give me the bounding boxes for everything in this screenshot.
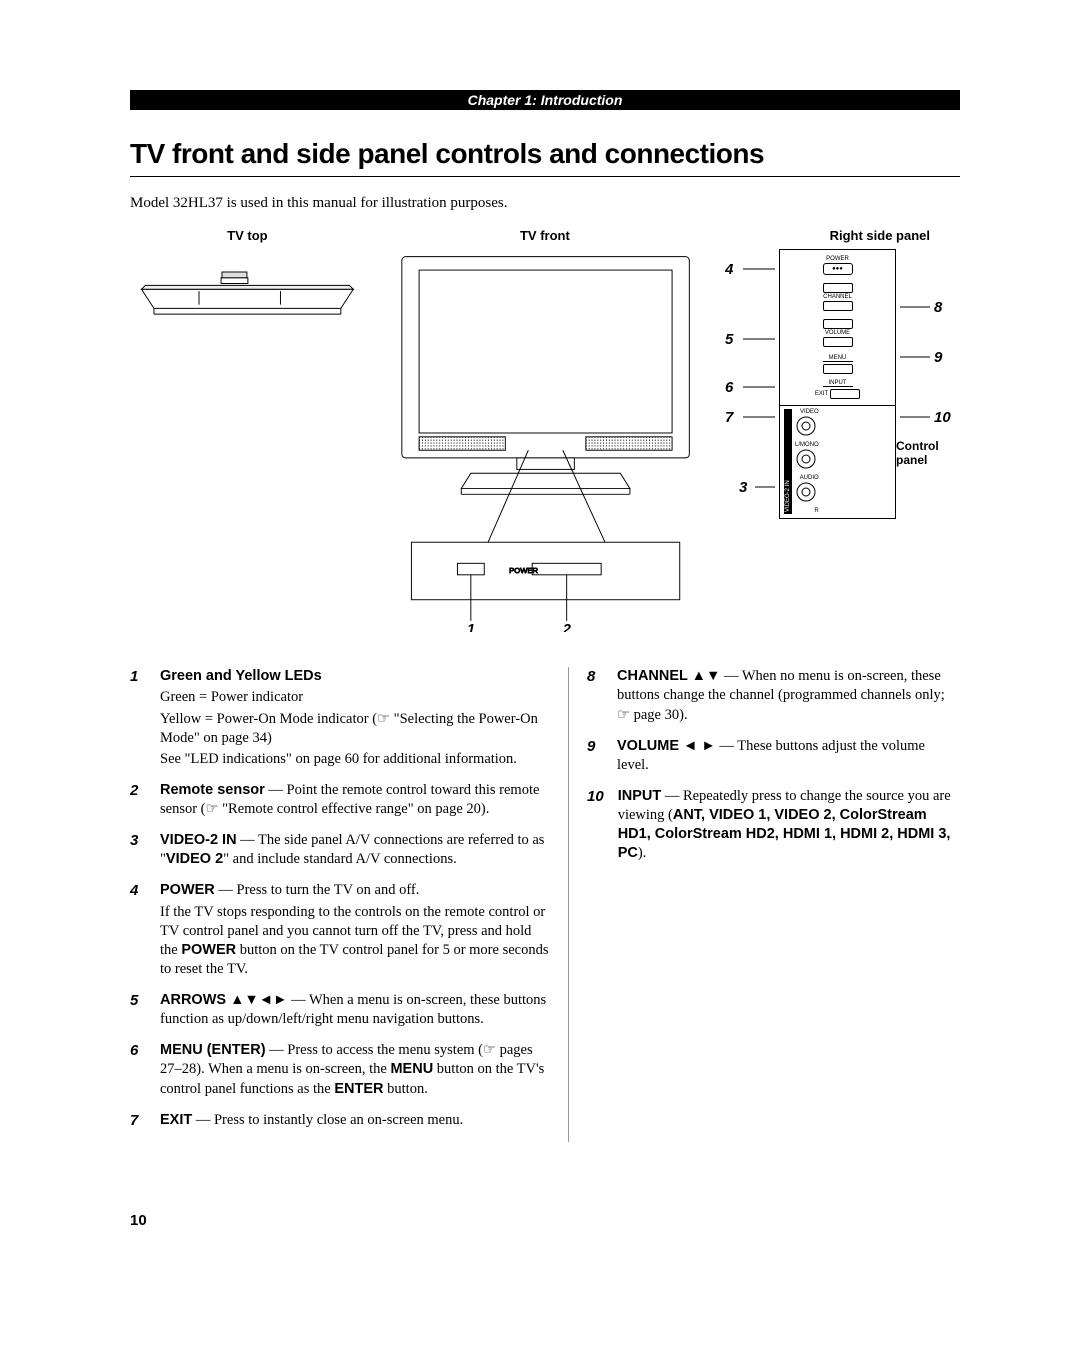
item-title: CHANNEL ▲▼ — [617, 668, 720, 684]
item-title: Green and Yellow LEDs — [160, 668, 322, 684]
volume-btn-label: VOLUME — [784, 330, 891, 336]
item-4: 4 POWER — Press to turn the TV on and of… — [130, 881, 550, 979]
callout-3: 3 — [739, 479, 748, 496]
jack-r-label: R — [795, 508, 819, 514]
item-num: 7 — [130, 1111, 146, 1131]
input-btn-label: INPUT — [823, 380, 853, 387]
power-label-text: POWER — [509, 566, 538, 575]
callout-4: 4 — [725, 261, 734, 278]
item-num: 10 — [587, 787, 604, 864]
menu-btn-label: MENU — [823, 355, 853, 362]
callout-5: 5 — [725, 331, 734, 348]
diagram-row: TV top TV front — [130, 228, 960, 637]
tv-front-column: TV front — [375, 228, 715, 637]
tv-top-column: TV top — [130, 228, 365, 379]
callout-1: 1 — [467, 622, 475, 632]
item-num: 4 — [130, 881, 146, 979]
item-1: 1 Green and Yellow LEDs Green = Power in… — [130, 667, 550, 769]
item-title: ARROWS ▲▼◄► — [160, 992, 287, 1008]
left-column: 1 Green and Yellow LEDs Green = Power in… — [130, 667, 550, 1142]
item-title: VIDEO-2 IN — [160, 832, 237, 848]
item-num: 8 — [587, 667, 603, 724]
right-side-label: Right side panel — [725, 228, 960, 243]
item-num: 6 — [130, 1041, 146, 1098]
right-column: 8 CHANNEL ▲▼ — When no menu is on-screen… — [568, 667, 958, 1142]
item-num: 2 — [130, 781, 146, 819]
callout-7: 7 — [725, 409, 734, 426]
item-title: INPUT — [618, 788, 662, 804]
jack-icon — [795, 448, 817, 470]
item-title: EXIT — [160, 1112, 192, 1128]
item-bold: VIDEO 2 — [166, 851, 223, 867]
item-bold: MENU — [390, 1061, 433, 1077]
tv-top-illustration — [130, 249, 365, 374]
item-text: — Press to instantly close an on-screen … — [192, 1112, 463, 1128]
item-para: See "LED indications" on page 60 for add… — [160, 750, 550, 769]
tv-front-illustration: POWER 1 2 — [375, 249, 715, 632]
item-para: Green = Power indicator — [160, 688, 550, 707]
item-bold: ENTER — [334, 1081, 383, 1097]
tv-front-label: TV front — [375, 228, 715, 243]
jack-icon — [795, 415, 817, 437]
item-2: 2 Remote sensor — Point the remote contr… — [130, 781, 550, 819]
tv-top-label: TV top — [130, 228, 365, 243]
item-8: 8 CHANNEL ▲▼ — When no menu is on-screen… — [587, 667, 958, 724]
intro-text: Model 32HL37 is used in this manual for … — [130, 195, 960, 212]
item-text: button. — [384, 1081, 428, 1097]
item-num: 1 — [130, 667, 146, 769]
exit-btn-label: EXIT — [815, 391, 828, 397]
item-title: VOLUME ◄ ► — [617, 738, 716, 754]
callout-9: 9 — [934, 349, 943, 366]
item-10: 10 INPUT — Repeatedly press to change th… — [587, 787, 958, 864]
callout-10: 10 — [934, 409, 951, 426]
control-panel-label: Control panel — [896, 439, 960, 467]
page-number: 10 — [130, 1212, 960, 1229]
item-5: 5 ARROWS ▲▼◄► — When a menu is on-screen… — [130, 991, 550, 1029]
item-title: MENU (ENTER) — [160, 1042, 266, 1058]
side-right-leaders: 8 9 10 — [900, 249, 960, 579]
item-9: 9 VOLUME ◄ ► — These buttons adjust the … — [587, 737, 958, 775]
item-num: 3 — [130, 831, 146, 869]
video2-strip: VIDEO-2 IN — [784, 409, 792, 514]
channel-btn-label: CHANNEL — [784, 294, 891, 300]
item-num: 9 — [587, 737, 603, 775]
item-6: 6 MENU (ENTER) — Press to access the men… — [130, 1041, 550, 1098]
power-btn-label: POWER — [784, 256, 891, 262]
item-title: Remote sensor — [160, 782, 265, 798]
item-7: 7 EXIT — Press to instantly close an on-… — [130, 1111, 550, 1131]
page-title: TV front and side panel controls and con… — [130, 138, 960, 177]
jack-icon — [795, 481, 817, 503]
callout-8: 8 — [934, 299, 943, 316]
callout-6: 6 — [725, 379, 734, 396]
item-text: ). — [638, 845, 646, 861]
chapter-bar: Chapter 1: Introduction — [130, 90, 960, 110]
item-text: " and include standard A/V connections. — [223, 851, 457, 867]
item-title: POWER — [160, 882, 215, 898]
item-bold: POWER — [181, 942, 236, 958]
item-columns: 1 Green and Yellow LEDs Green = Power in… — [130, 667, 960, 1142]
item-text: — Press to turn the TV on and off. — [215, 882, 420, 898]
item-3: 3 VIDEO-2 IN — The side panel A/V connec… — [130, 831, 550, 869]
side-panel-column: Right side panel 4 5 6 7 3 — [725, 228, 960, 584]
item-para: Yellow = Power-On Mode indicator (☞ "Sel… — [160, 710, 550, 748]
side-left-leaders: 4 5 6 7 3 — [725, 249, 775, 579]
item-num: 5 — [130, 991, 146, 1029]
callout-2: 2 — [562, 622, 571, 632]
